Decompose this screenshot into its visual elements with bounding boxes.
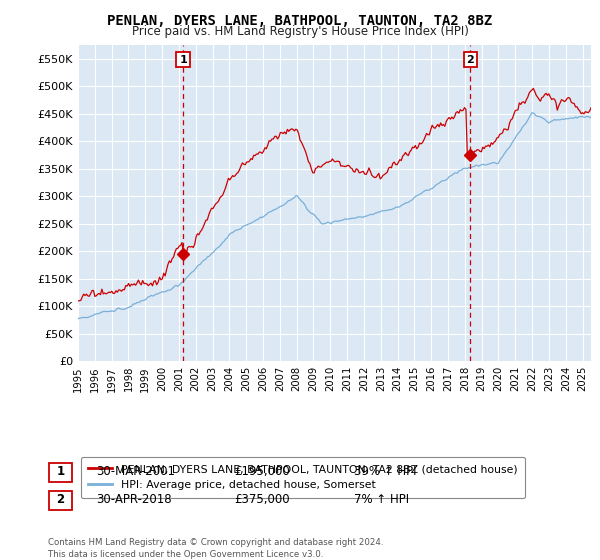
- Text: 39% ↑ HPI: 39% ↑ HPI: [354, 465, 416, 478]
- Text: 2: 2: [467, 55, 474, 64]
- Text: 2: 2: [56, 493, 65, 506]
- Legend: PENLAN, DYERS LANE, BATHPOOL, TAUNTON, TA2 8BZ (detached house), HPI: Average pr: PENLAN, DYERS LANE, BATHPOOL, TAUNTON, T…: [81, 457, 525, 498]
- Text: 1: 1: [56, 465, 65, 478]
- Text: Price paid vs. HM Land Registry's House Price Index (HPI): Price paid vs. HM Land Registry's House …: [131, 25, 469, 38]
- Text: 1: 1: [179, 55, 187, 64]
- Text: £375,000: £375,000: [234, 493, 290, 506]
- Text: 30-MAR-2001: 30-MAR-2001: [96, 465, 175, 478]
- Text: £195,000: £195,000: [234, 465, 290, 478]
- Text: 30-APR-2018: 30-APR-2018: [96, 493, 172, 506]
- Text: PENLAN, DYERS LANE, BATHPOOL, TAUNTON, TA2 8BZ: PENLAN, DYERS LANE, BATHPOOL, TAUNTON, T…: [107, 14, 493, 28]
- Text: 7% ↑ HPI: 7% ↑ HPI: [354, 493, 409, 506]
- Text: Contains HM Land Registry data © Crown copyright and database right 2024.
This d: Contains HM Land Registry data © Crown c…: [48, 538, 383, 559]
